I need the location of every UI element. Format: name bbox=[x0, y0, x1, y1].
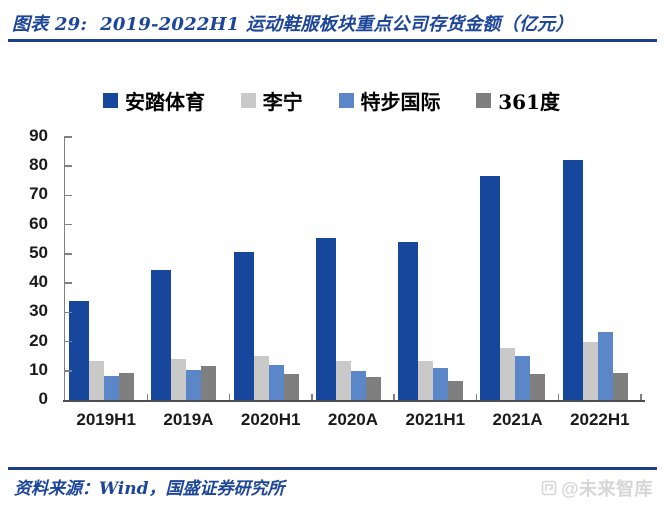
legend-item-lining: 李宁 bbox=[240, 86, 303, 115]
y-tick-label: 20 bbox=[29, 330, 48, 350]
x-axis-label: 2021A bbox=[492, 410, 543, 429]
bar-安踏体育-2022H1 bbox=[562, 159, 583, 400]
x-axis-label: 2019A bbox=[163, 410, 214, 429]
bar-361度-2020H1 bbox=[283, 373, 299, 400]
bar-361度-2021A bbox=[530, 373, 546, 400]
x-tick bbox=[393, 394, 395, 400]
legend-swatch-anta bbox=[103, 92, 118, 108]
bar-安踏体育-2021A bbox=[480, 176, 501, 400]
x-tick bbox=[475, 394, 478, 400]
bar-361度-2022H1 bbox=[612, 373, 628, 400]
y-tick-label: 10 bbox=[29, 359, 48, 379]
bar-特步国际-2019H1 bbox=[104, 375, 119, 400]
footer-divider bbox=[8, 467, 657, 470]
bar-李宁-2021A bbox=[500, 348, 516, 400]
y-axis-line bbox=[63, 136, 65, 401]
bar-安踏体育-2019A bbox=[151, 269, 172, 400]
y-tick bbox=[65, 311, 72, 314]
bar-安踏体育-2020A bbox=[315, 238, 336, 400]
bar-李宁-2019H1 bbox=[89, 360, 104, 400]
y-tick bbox=[65, 370, 72, 372]
legend-label-xtep: 特步国际 bbox=[360, 89, 441, 114]
y-tick bbox=[65, 253, 72, 255]
legend-label-361: 361度 bbox=[498, 89, 560, 114]
bar-安踏体育-2021H1 bbox=[398, 241, 419, 400]
x-axis-line bbox=[63, 400, 645, 402]
y-tick-label: 30 bbox=[29, 301, 48, 321]
y-tick-label: 90 bbox=[29, 126, 48, 145]
x-axis-label: 2020H1 bbox=[240, 410, 301, 429]
bar-李宁-2022H1 bbox=[582, 342, 598, 400]
bar-特步国际-2021A bbox=[515, 356, 531, 400]
y-tick-label: 50 bbox=[29, 242, 48, 262]
x-tick bbox=[640, 394, 642, 400]
y-tick bbox=[65, 340, 72, 343]
bar-361度-2020A bbox=[365, 377, 381, 400]
x-axis-label: 2019H1 bbox=[76, 410, 136, 429]
y-tick-label: 80 bbox=[29, 155, 48, 175]
legend-swatch-361 bbox=[476, 92, 492, 108]
bar-特步国际-2021H1 bbox=[433, 367, 449, 400]
legend-item-xtep: 特步国际 bbox=[338, 86, 441, 115]
legend-label-lining: 李宁 bbox=[262, 89, 303, 114]
legend-item-anta: 安踏体育 bbox=[103, 86, 205, 115]
bar-特步国际-2019A bbox=[186, 369, 202, 400]
bar-李宁-2021H1 bbox=[418, 360, 434, 400]
bar-特步国际-2022H1 bbox=[597, 332, 613, 400]
bar-安踏体育-2020H1 bbox=[233, 252, 254, 400]
bar-安踏体育-2019H1 bbox=[69, 301, 89, 400]
x-tick bbox=[228, 394, 231, 400]
legend-swatch-xtep bbox=[338, 92, 354, 108]
watermark: @未来智库 bbox=[541, 475, 653, 501]
legend-label-anta: 安踏体育 bbox=[125, 89, 205, 114]
y-tick-label: 40 bbox=[29, 272, 48, 292]
legend-swatch-lining bbox=[240, 92, 256, 108]
y-tick-label: 60 bbox=[29, 213, 48, 233]
bar-361度-2019A bbox=[201, 366, 217, 400]
bar-361度-2019H1 bbox=[119, 372, 134, 400]
watermark-logo-icon bbox=[541, 480, 557, 496]
y-tick bbox=[65, 223, 72, 226]
legend-item-361: 361度 bbox=[476, 86, 560, 115]
y-tick bbox=[65, 194, 72, 197]
x-axis-label: 2020A bbox=[327, 410, 379, 429]
x-axis-label: 2021H1 bbox=[405, 410, 466, 429]
figure-title: 图表 29: 2019-2022H1 运动鞋服板块重点公司存货金额（亿元） bbox=[12, 14, 574, 35]
bar-李宁-2020A bbox=[335, 360, 351, 400]
bar-特步国际-2020H1 bbox=[268, 364, 284, 400]
bar-李宁-2019A bbox=[171, 358, 187, 400]
x-tick bbox=[557, 394, 560, 400]
y-tick bbox=[65, 136, 72, 138]
chart-legend: 安踏体育 李宁 特步国际 361度 bbox=[103, 89, 560, 114]
bar-特步国际-2020A bbox=[350, 370, 366, 400]
y-tick-label: 0 bbox=[38, 389, 48, 408]
watermark-label: @未来智库 bbox=[561, 479, 654, 499]
x-axis-label: 2022H1 bbox=[570, 410, 630, 429]
y-tick bbox=[65, 282, 72, 284]
source-note: 资料来源：Wind，国盛证券研究所 bbox=[14, 479, 285, 499]
x-tick bbox=[146, 394, 149, 400]
x-tick bbox=[311, 394, 313, 400]
title-divider bbox=[8, 39, 657, 42]
bar-361度-2021H1 bbox=[448, 381, 464, 400]
bar-李宁-2020H1 bbox=[253, 356, 269, 400]
y-tick-label: 70 bbox=[29, 184, 48, 204]
y-tick bbox=[65, 165, 72, 167]
